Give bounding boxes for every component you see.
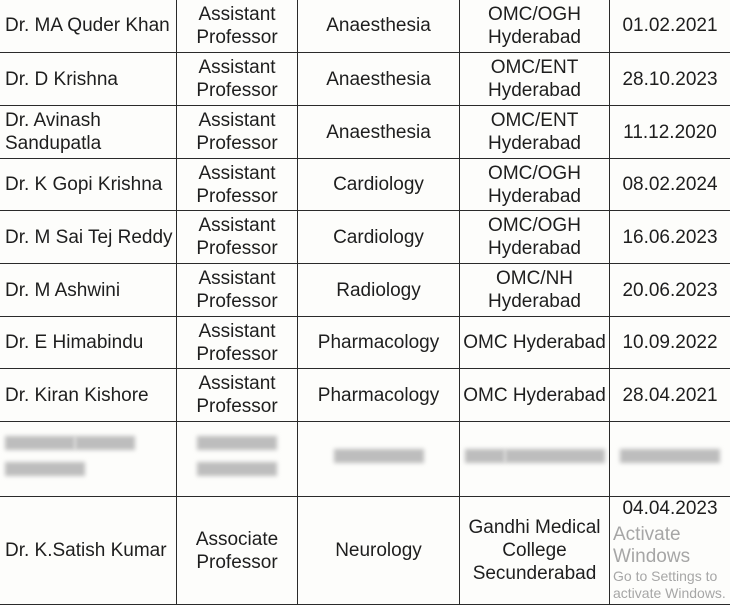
designation-cell: Assistant Professor (177, 159, 298, 211)
date-cell: 11.12.2020 (610, 106, 730, 159)
designation-cell: Assistant Professor (177, 53, 298, 106)
name-cell: Dr. K Gopi Krishna (0, 159, 177, 211)
designation-cell: Associate Professor (177, 497, 298, 605)
department-cell: Neurology (298, 497, 460, 605)
redacted-cell (610, 422, 730, 497)
designation-cell: Assistant Professor (177, 0, 298, 53)
date-cell: 08.02.2024 (610, 159, 730, 211)
designation-cell: Assistant Professor (177, 369, 298, 422)
department-cell: Pharmacology (298, 317, 460, 369)
place-cell: Gandhi Medical College Secunderabad (460, 497, 610, 605)
place-cell: OMC/OGH Hyderabad (460, 211, 610, 264)
date-cell: 28.04.2021 (610, 369, 730, 422)
redacted-cell (298, 422, 460, 497)
department-cell: Pharmacology (298, 369, 460, 422)
name-cell: Dr. Kiran Kishore (0, 369, 177, 422)
name-cell: Dr. K.Satish Kumar (0, 497, 177, 605)
place-cell: OMC/ENT Hyderabad (460, 106, 610, 159)
place-cell: OMC Hyderabad (460, 317, 610, 369)
department-cell: Radiology (298, 264, 460, 317)
designation-cell: Assistant Professor (177, 264, 298, 317)
date-cell: 10.09.2022 (610, 317, 730, 369)
place-cell: OMC/OGH Hyderabad (460, 0, 610, 53)
name-cell: Dr. E Himabindu (0, 317, 177, 369)
department-cell: Cardiology (298, 211, 460, 264)
name-cell: Dr. D Krishna (0, 53, 177, 106)
name-cell: Dr. M Ashwini (0, 264, 177, 317)
date-cell: 01.02.2021 (610, 0, 730, 53)
department-cell: Cardiology (298, 159, 460, 211)
redacted-row (0, 422, 730, 497)
department-cell: Anaesthesia (298, 106, 460, 159)
place-cell: OMC/ENT Hyderabad (460, 53, 610, 106)
department-cell: Anaesthesia (298, 0, 460, 53)
redacted-cell (177, 422, 298, 497)
designation-cell: Assistant Professor (177, 211, 298, 264)
date-text: 04.04.2023 (610, 497, 730, 520)
place-cell: OMC Hyderabad (460, 369, 610, 422)
name-cell: Dr. M Sai Tej Reddy (0, 211, 177, 264)
department-cell: Anaesthesia (298, 53, 460, 106)
redacted-cell (0, 422, 177, 497)
date-cell: 20.06.2023 (610, 264, 730, 317)
watermark-line-1: Activate Windows (613, 524, 730, 568)
date-cell: 28.10.2023 (610, 53, 730, 106)
date-cell: 16.06.2023 (610, 211, 730, 264)
designation-cell: Assistant Professor (177, 317, 298, 369)
watermark-line-2[interactable]: Go to Settings to activate Windows. (613, 568, 730, 602)
place-cell: OMC/OGH Hyderabad (460, 159, 610, 211)
place-cell: OMC/NH Hyderabad (460, 264, 610, 317)
redacted-cell (460, 422, 610, 497)
name-cell: Dr. MA Quder Khan (0, 0, 177, 53)
designation-cell: Assistant Professor (177, 106, 298, 159)
name-cell: Dr. Avinash Sandupatla (0, 106, 177, 159)
